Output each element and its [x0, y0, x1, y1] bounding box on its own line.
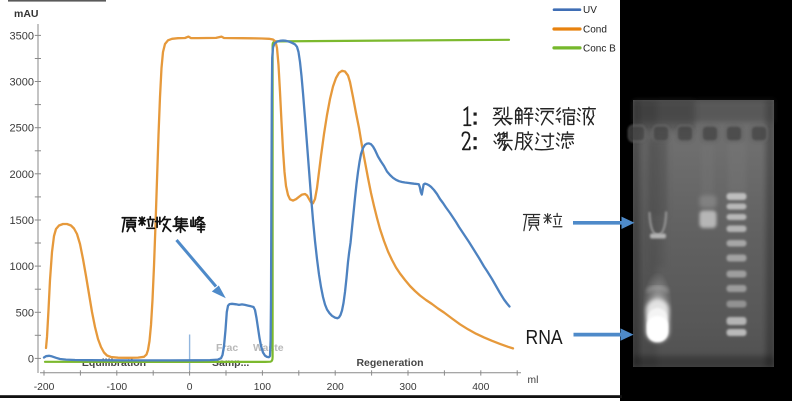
svg-text:500: 500 — [16, 307, 34, 319]
svg-text:100: 100 — [254, 382, 271, 393]
svg-text:Equilibration: Equilibration — [82, 357, 146, 369]
svg-text:3500: 3500 — [10, 30, 34, 42]
svg-text:400: 400 — [472, 382, 489, 393]
svg-text:2000: 2000 — [10, 169, 34, 181]
svg-text:1500: 1500 — [10, 215, 34, 227]
svg-text:-100: -100 — [106, 382, 127, 393]
svg-text:Regeneration: Regeneration — [356, 357, 423, 369]
svg-text:0: 0 — [28, 353, 34, 365]
svg-text:UV: UV — [583, 5, 597, 16]
svg-text:Waste: Waste — [253, 342, 284, 354]
svg-text:mAU: mAU — [14, 8, 39, 20]
svg-text:200: 200 — [327, 382, 344, 393]
svg-text:-200: -200 — [34, 382, 55, 393]
svg-text:RNA: RNA — [526, 326, 564, 348]
svg-text:3000: 3000 — [10, 77, 34, 89]
svg-text:Frac: Frac — [216, 342, 238, 354]
svg-text:1000: 1000 — [10, 261, 34, 273]
svg-text:300: 300 — [399, 382, 416, 393]
svg-text:Cond: Cond — [583, 25, 607, 36]
svg-text:ml: ml — [528, 375, 539, 386]
svg-text:0: 0 — [187, 382, 193, 393]
svg-text:Conc B: Conc B — [583, 43, 616, 54]
svg-text:2500: 2500 — [10, 123, 34, 135]
